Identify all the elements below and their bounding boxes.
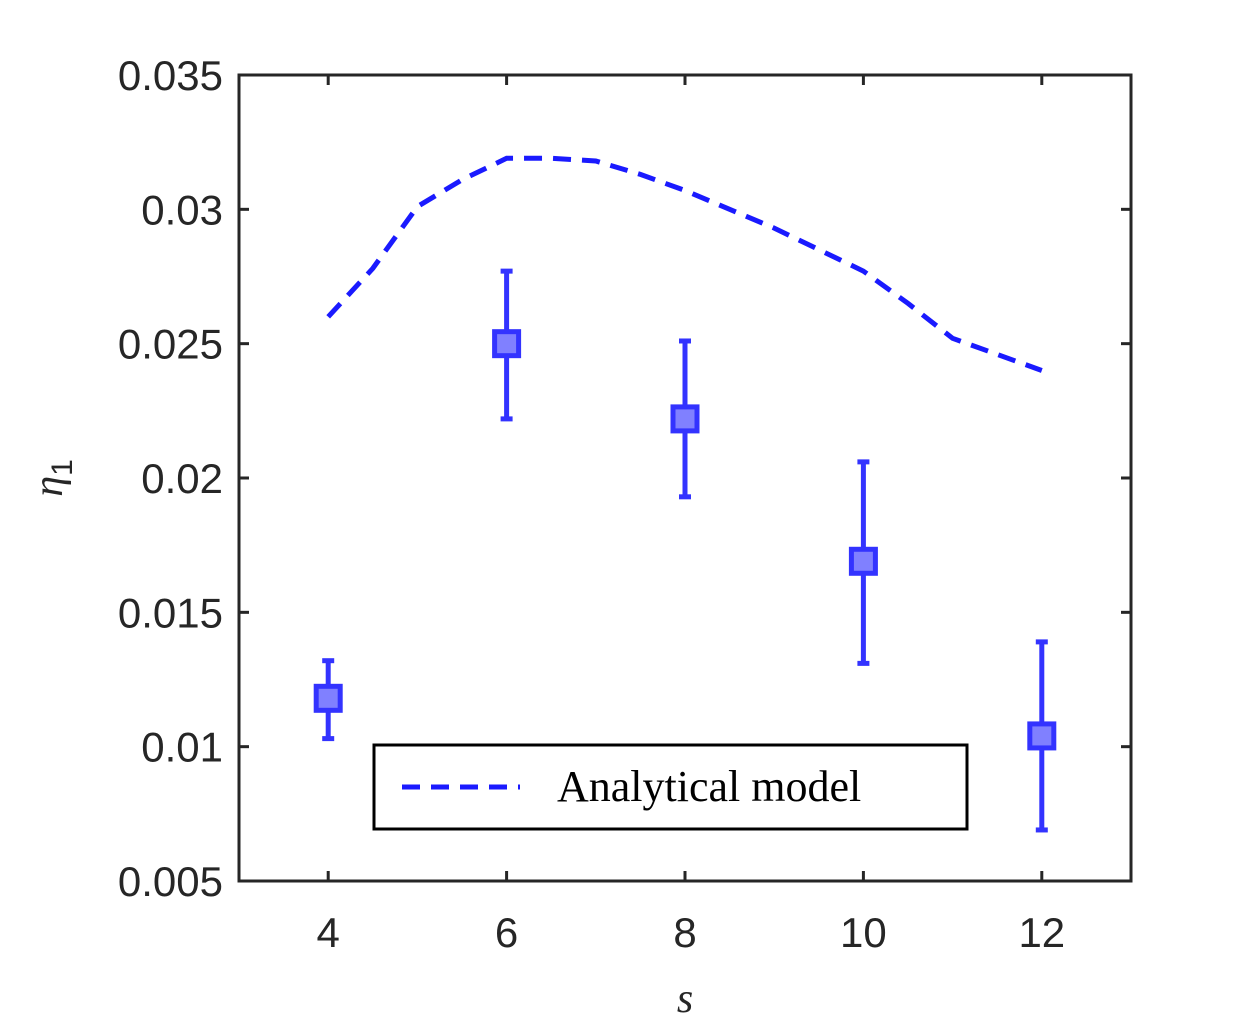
x-tick-label: 10 xyxy=(840,909,887,956)
y-axis-label-group: η1 xyxy=(26,459,79,497)
x-tick-label: 12 xyxy=(1018,909,1065,956)
data-point xyxy=(1027,721,1057,751)
y-tick-label: 0.025 xyxy=(118,321,223,368)
axes-frame xyxy=(237,73,1133,883)
data-point xyxy=(670,404,700,434)
y-tick-label: 0.015 xyxy=(118,589,223,636)
data-point xyxy=(313,683,343,713)
y-axis-label-subscript: 1 xyxy=(46,459,79,476)
y-axis-label-symbol: η xyxy=(26,476,72,497)
x-axis-label: s xyxy=(677,976,693,1022)
analytical-model-line xyxy=(326,155,1043,373)
legend: Analytical model xyxy=(372,743,969,831)
y-tick-label: 0.02 xyxy=(141,455,223,502)
y-axis-label: η1 xyxy=(26,459,79,497)
y-tick-label: 0.01 xyxy=(141,724,223,771)
y-tick-label: 0.005 xyxy=(118,858,223,905)
x-axis: 4 6 8 10 12 xyxy=(317,75,1065,956)
y-tick-label: 0.03 xyxy=(141,186,223,233)
legend-entry-analytical-model: Analytical model xyxy=(557,762,861,811)
x-tick-label: 4 xyxy=(317,909,340,956)
x-tick-label: 6 xyxy=(495,909,518,956)
data-point xyxy=(492,329,522,359)
analytical-model-series xyxy=(326,155,1043,373)
y-tick-label: 0.035 xyxy=(118,52,223,99)
data-point xyxy=(848,546,878,576)
data-series xyxy=(313,268,1057,833)
x-tick-label: 8 xyxy=(673,909,696,956)
